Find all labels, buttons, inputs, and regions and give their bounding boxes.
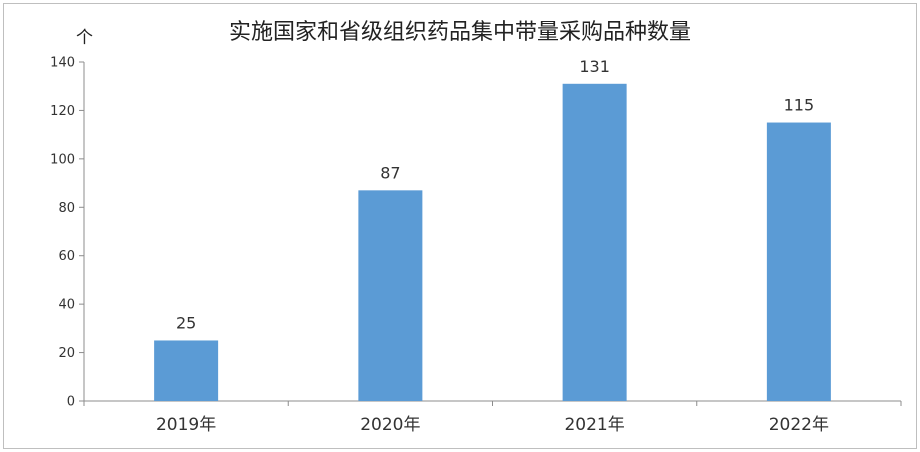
bar — [766, 122, 831, 402]
y-tick-label: 100 — [50, 152, 75, 167]
y-tick-label: 140 — [50, 56, 75, 71]
data-label: 87 — [380, 163, 400, 182]
data-label: 115 — [784, 96, 815, 115]
data-label: 25 — [176, 313, 196, 332]
y-axis-unit-label: 个 — [76, 28, 93, 48]
y-tick-label: 0 — [67, 395, 75, 410]
bar — [154, 340, 219, 401]
y-tick-label: 80 — [58, 201, 75, 216]
y-tick-label: 60 — [58, 249, 75, 264]
x-tick-label: 2022年 — [769, 415, 829, 435]
x-tick-label: 2019年 — [156, 415, 216, 435]
y-tick-label: 20 — [58, 346, 75, 361]
y-tick-label: 40 — [58, 298, 75, 313]
chart-title: 实施国家和省级组织药品集中带量采购品种数量 — [228, 20, 691, 45]
bar — [358, 190, 423, 401]
x-tick-label: 2021年 — [564, 415, 624, 435]
bar — [562, 83, 627, 402]
data-label: 131 — [579, 57, 610, 76]
y-tick-label: 120 — [50, 104, 75, 119]
x-tick-label: 2020年 — [360, 415, 420, 435]
